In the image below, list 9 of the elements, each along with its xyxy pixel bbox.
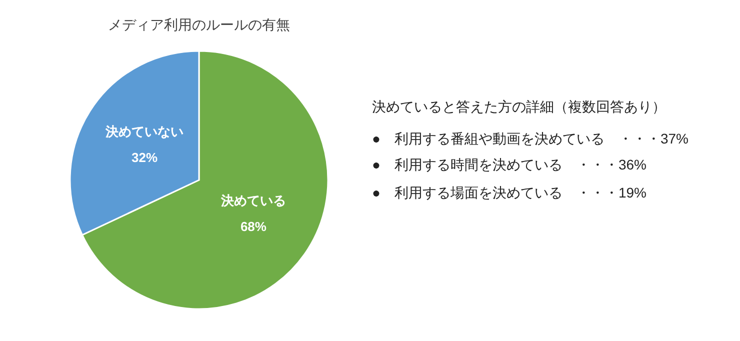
data-label: 68% xyxy=(240,219,267,234)
text: ● 利用する時間を決めている ・・・36% xyxy=(372,156,646,173)
slice-label: 決めていない xyxy=(104,124,184,139)
text: ● 利用する場面を決めている ・・・19% xyxy=(372,184,646,201)
data-label: 32% xyxy=(132,150,158,165)
chart-title: メディア利用のルールの有無 xyxy=(108,16,290,33)
text: 決めていると答えた方の詳細（複数回答あり） xyxy=(372,98,666,115)
slice-label: 決めている xyxy=(220,193,286,208)
text: ● 利用する番組や動画を決めている ・・・37% xyxy=(372,130,688,147)
